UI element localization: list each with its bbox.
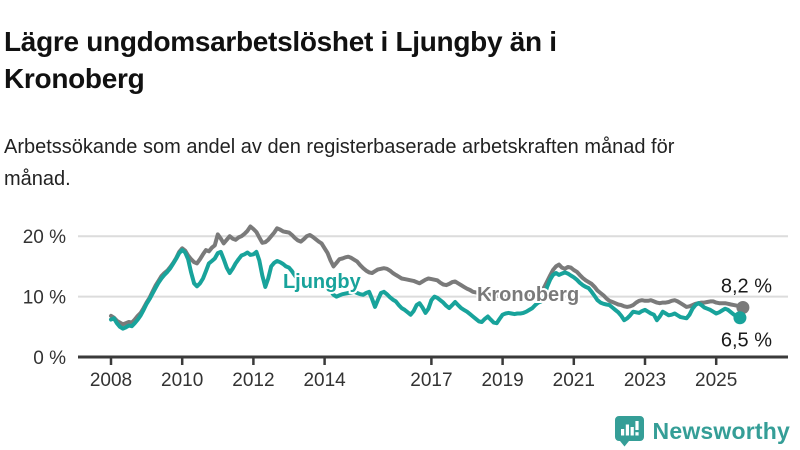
ljungby-end-dot xyxy=(733,311,747,325)
page-subtitle: Arbetssökande som andel av den registerb… xyxy=(4,136,675,190)
ljungby-series-label: Ljungby xyxy=(283,271,362,293)
kronoberg-series-label: Kronoberg xyxy=(477,284,579,306)
newsworthy-logo[interactable]: Newsworthy xyxy=(614,413,790,449)
ljungby-line xyxy=(109,248,742,331)
x-tick-label-2021: 2021 xyxy=(553,370,595,391)
kronoberg-end-dot xyxy=(736,300,750,314)
kronoberg-line xyxy=(109,224,745,327)
y-tick-label-0: 0 % xyxy=(33,348,66,369)
x-tick-label-2023: 2023 xyxy=(624,370,666,391)
x-tick-label-2012: 2012 xyxy=(232,370,274,391)
x-tick-label-2010: 2010 xyxy=(161,370,203,391)
y-tick-label-10: 10 % xyxy=(23,288,66,309)
x-tick-label-2014: 2014 xyxy=(303,370,346,391)
x-tick-label-2008: 2008 xyxy=(90,370,132,391)
ljungby-end-value-label: 6,5 % xyxy=(721,330,772,352)
x-tick-label-2025: 2025 xyxy=(695,370,737,391)
x-tick-label-2017: 2017 xyxy=(410,370,452,391)
newsworthy-brand-text: Newsworthy xyxy=(652,417,790,444)
page-title: Lägre ungdomsarbetslöshet i Ljungby än i… xyxy=(4,25,557,95)
kronoberg-end-value-label: 8,2 % xyxy=(721,275,772,297)
y-tick-label-20: 20 % xyxy=(23,227,66,248)
x-tick-label-2019: 2019 xyxy=(481,370,523,391)
bar-chart-speech-bubble-icon xyxy=(614,416,644,447)
unemployment-line-chart: 2008 2010 2012 2014 2017 2019 2021 2023 2025 0 % 1… xyxy=(23,224,788,391)
